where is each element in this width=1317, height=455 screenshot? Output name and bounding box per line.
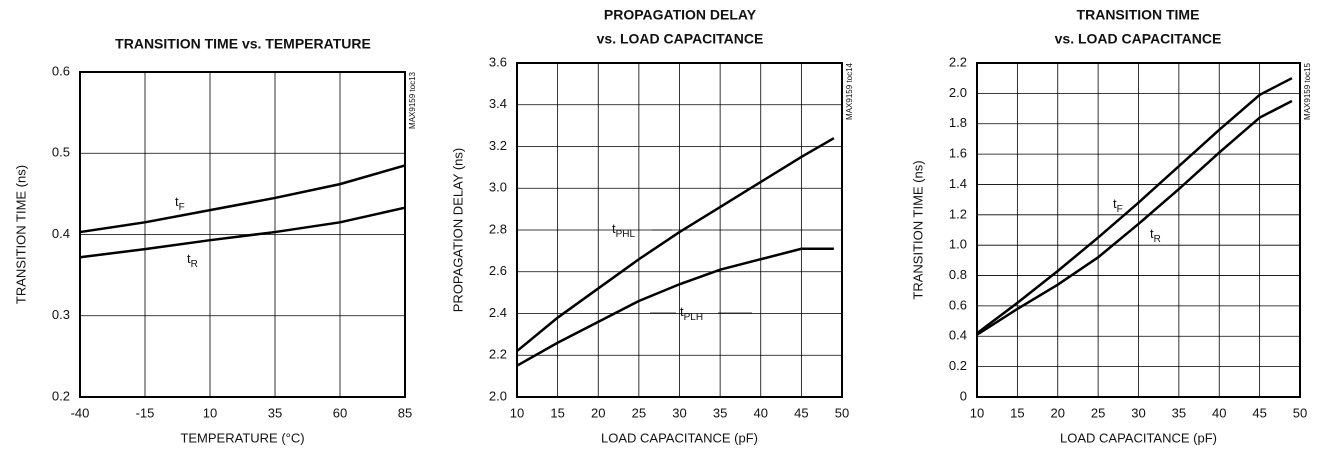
y-tick-label: 0.3 [52,307,70,322]
y-tick-label: 0.4 [52,226,70,241]
plot-frame [976,62,1301,398]
x-tick-label: 10 [203,405,217,420]
x-axis-label: TEMPERATURE (°C) [180,430,304,445]
y-tick-label: 0 [960,388,967,403]
x-tick-label: 15 [550,405,564,420]
y-tick-label: 0.8 [949,267,967,282]
x-tick-label: 10 [510,405,524,420]
y-tick-label: 3.6 [489,54,507,69]
x-tick-label: 30 [1131,405,1145,420]
y-tick-label: 2.4 [489,305,507,320]
y-tick-label: 1.6 [949,146,967,161]
x-tick-label: 45 [794,405,808,420]
y-tick-label: 3.0 [489,180,507,195]
x-tick-label: 50 [835,405,849,420]
series-line [976,99,1293,336]
series-line [516,247,834,367]
chart-title: vs. LOAD CAPACITANCE [1055,31,1222,47]
x-tick-label: 35 [713,405,727,420]
y-tick-label: 0.5 [52,145,70,160]
y-tick-label: 2.0 [949,85,967,100]
plot-frame [516,62,843,398]
y-tick-label: 3.4 [489,96,507,111]
plot-frame [79,71,406,398]
series-label: tPLH [680,304,703,322]
series-label: tF [175,194,185,212]
x-axis-label: LOAD CAPACITANCE (pF) [1060,430,1217,445]
y-tick-label: 1.2 [949,206,967,221]
series-label: tF [1113,196,1123,214]
x-tick-label: 35 [1172,405,1186,420]
series-line [516,137,835,353]
x-tick-label: 85 [398,405,412,420]
x-tick-label: 50 [1293,405,1307,420]
y-tick-label: 1.8 [949,115,967,130]
y-tick-label: 2.2 [949,54,967,69]
chart-title: TRANSITION TIME vs. TEMPERATURE [115,36,371,52]
x-tick-label: 20 [591,405,605,420]
y-tick-label: 1.4 [949,176,967,191]
x-tick-label: 25 [1091,405,1105,420]
x-tick-label: 35 [268,405,282,420]
x-tick-label: 15 [1010,405,1024,420]
chart-title: vs. LOAD CAPACITANCE [597,31,764,47]
series-line [976,77,1293,335]
x-tick-label: 40 [1212,405,1226,420]
y-axis-label: TRANSITION TIME (ns) [910,160,925,299]
y-tick-label: 0.2 [949,358,967,373]
y-tick-label: 2.0 [489,388,507,403]
series-label: tPHL [612,221,636,239]
series-line [79,164,406,234]
x-tick-label: -15 [136,405,155,420]
y-tick-label: 2.6 [489,263,507,278]
series-label: tR [1150,226,1161,244]
series-label: tR [187,251,198,269]
y-tick-label: 3.2 [489,138,507,153]
y-tick-label: 0.2 [52,388,70,403]
x-tick-label: 45 [1252,405,1266,420]
y-axis-label: PROPAGATION DELAY (ns) [450,148,465,312]
x-tick-label: -40 [71,405,90,420]
chart-note: MAX9159 toc14 [845,62,854,119]
x-tick-label: 60 [333,405,347,420]
y-tick-label: 2.2 [489,347,507,362]
y-tick-label: 1.0 [949,237,967,252]
x-tick-label: 20 [1051,405,1065,420]
y-tick-label: 2.8 [489,221,507,236]
x-tick-label: 25 [632,405,646,420]
y-tick-label: 0.6 [949,297,967,312]
chart-note: MAX9159 toc13 [408,71,417,128]
y-tick-label: 0.6 [52,63,70,78]
y-axis-label: TRANSITION TIME (ns) [13,165,28,304]
y-tick-label: 0.4 [949,328,967,343]
x-axis-label: LOAD CAPACITANCE (pF) [601,430,758,445]
x-tick-label: 30 [672,405,686,420]
series-line [79,206,406,259]
chart-title: TRANSITION TIME [1077,7,1200,23]
x-tick-label: 10 [970,405,984,420]
chart-title: PROPAGATION DELAY [604,7,757,23]
chart-note: MAX9159 toc15 [1303,62,1312,119]
x-tick-label: 40 [754,405,768,420]
